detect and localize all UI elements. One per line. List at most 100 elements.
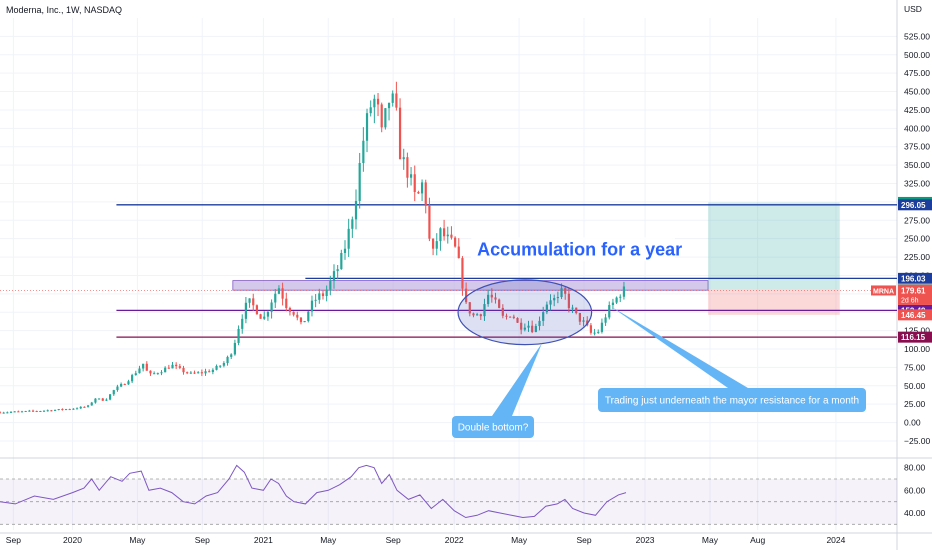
candle-body [424, 182, 427, 206]
candle-body [75, 408, 79, 410]
candle-body [164, 367, 167, 373]
candle-body [219, 365, 222, 367]
candle-body [28, 410, 31, 412]
price-tick-label: 525.00 [904, 31, 930, 41]
candle-body [211, 369, 214, 372]
candle-body [149, 370, 152, 374]
candle-body [255, 305, 259, 315]
candle-body [373, 98, 376, 108]
candle-body [72, 408, 75, 410]
price-tick-label: −25.00 [904, 436, 931, 446]
candle-body [244, 302, 248, 319]
candle-body [483, 304, 486, 317]
badge-level [898, 272, 932, 284]
candle-body [420, 182, 424, 194]
candle-body [358, 163, 361, 201]
candle-body [50, 410, 53, 412]
candle-body [182, 367, 185, 373]
candle-body [9, 411, 13, 413]
candle-body [318, 293, 321, 300]
time-tick-label: 2021 [254, 535, 273, 545]
candle-body [442, 228, 446, 237]
ellipse-layer [457, 279, 593, 346]
candle-body [171, 364, 174, 369]
badge-stop-text: 146.45 [901, 311, 926, 320]
price-tick-label: 400.00 [904, 123, 930, 133]
resistance-zone [232, 280, 709, 291]
candle-body [417, 191, 420, 194]
candle-body [567, 293, 570, 309]
candle-body [523, 327, 526, 330]
candle-body [600, 322, 604, 332]
callout-pointer [610, 306, 748, 388]
candle-body [365, 113, 369, 141]
time-axis[interactable]: Sep 2020 May Sep 2021 May Sep 2022 May Sep 2023 May… [6, 535, 846, 545]
price-tick-label: 450.00 [904, 87, 930, 97]
candle-body [520, 322, 523, 330]
candle-body [549, 300, 552, 305]
price-tick-label: 425.00 [904, 105, 930, 115]
candle-body [2, 412, 5, 414]
candle-body [6, 412, 9, 414]
time-tick-label: Sep [576, 535, 591, 545]
time-tick-label: Sep [386, 535, 401, 545]
price-tick-label: 475.00 [904, 68, 930, 78]
rsi-band [0, 479, 897, 525]
candle-body [347, 228, 350, 249]
candle-body [340, 252, 343, 270]
candle-body [362, 140, 365, 164]
candle-body [24, 411, 27, 413]
candle-body [542, 312, 545, 321]
candle-body [571, 307, 574, 309]
candle-body [266, 311, 270, 317]
candle-body [86, 405, 90, 407]
callout-box [452, 416, 534, 438]
annotation-background [471, 237, 676, 262]
candle-body [439, 228, 442, 242]
last-price-text: 179.61 [901, 286, 926, 295]
candle-body [153, 373, 156, 375]
price-tick-label: 100.00 [904, 344, 930, 354]
candle-body [285, 298, 288, 309]
rsi-tick-label: 40.00 [904, 508, 926, 518]
candle-body [31, 410, 35, 412]
candle-body [468, 302, 471, 314]
candle-body [134, 373, 137, 376]
candle-body [454, 237, 457, 247]
rsi-line [0, 464, 627, 519]
candle-body [296, 314, 299, 318]
price-tick-label: 50.00 [904, 381, 926, 391]
currency-label: USD [904, 4, 922, 14]
candle-body [380, 104, 383, 128]
candle-body [329, 280, 332, 290]
candle-body [604, 317, 607, 323]
candle-body [494, 297, 497, 300]
candle-body [545, 304, 548, 313]
candle-body [413, 174, 416, 192]
time-tick-label: May [511, 535, 528, 545]
candle-body [619, 296, 622, 298]
candle-body [79, 406, 82, 409]
candle-body [575, 307, 578, 313]
rsi-tick-label: 60.00 [904, 485, 926, 495]
candle-body [476, 314, 479, 316]
candle-body [94, 398, 97, 403]
candle-body [553, 298, 556, 301]
candle-body [175, 364, 178, 367]
candle-body [46, 410, 49, 412]
candle-body [39, 411, 42, 413]
candle-body [505, 315, 508, 317]
candle-body [564, 288, 567, 294]
candle-body [259, 314, 262, 319]
badge-level-text: 296.05 [901, 201, 926, 210]
candle-body [556, 297, 559, 299]
candle-body [509, 316, 512, 318]
price-tick-label: 125.00 [904, 326, 930, 336]
callout-double-bottom-text: Double bottom? [458, 423, 529, 434]
price-tick-label: 350.00 [904, 160, 930, 170]
candle-body [167, 367, 170, 369]
candle-body [428, 205, 431, 239]
candle-body [446, 234, 449, 237]
candle-body [112, 390, 115, 395]
